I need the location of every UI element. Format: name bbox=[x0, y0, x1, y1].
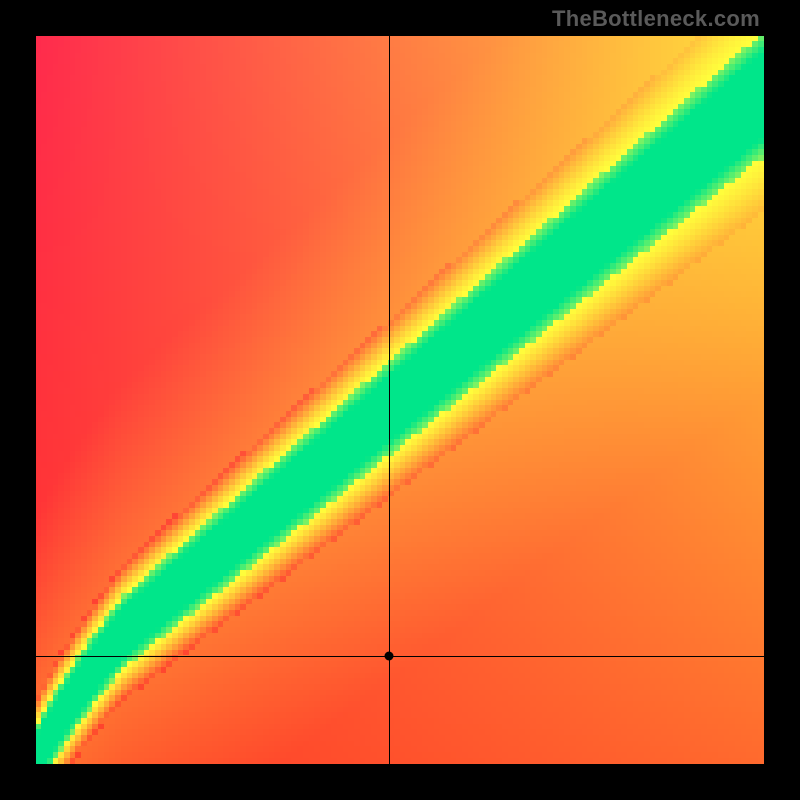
heatmap-container bbox=[36, 36, 764, 764]
bottleneck-heatmap bbox=[36, 36, 764, 764]
crosshair-marker-dot bbox=[385, 652, 394, 661]
watermark-text: TheBottleneck.com bbox=[552, 6, 760, 32]
crosshair-horizontal bbox=[36, 656, 764, 657]
